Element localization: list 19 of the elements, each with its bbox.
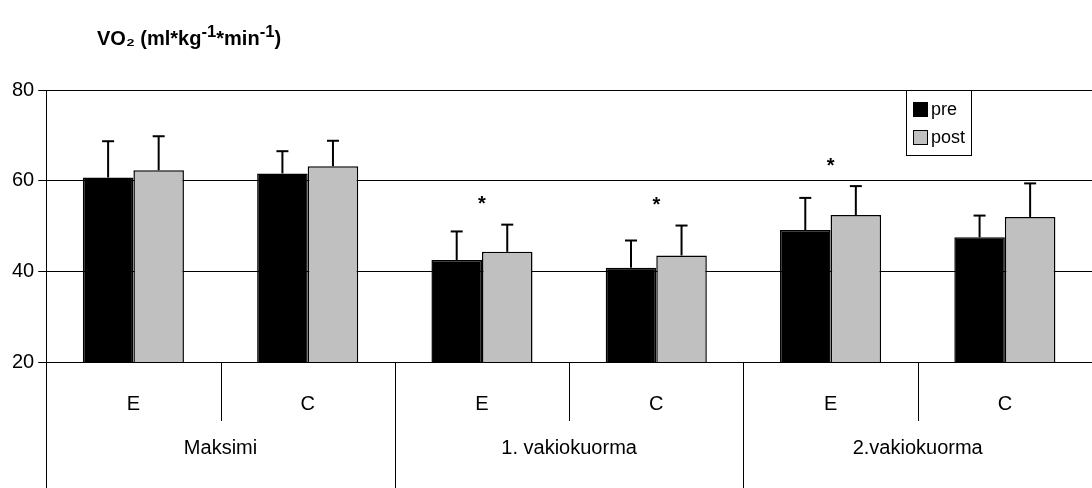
data-label: * bbox=[652, 193, 661, 216]
x-tick-label: C bbox=[997, 391, 1013, 414]
legend-label: post bbox=[931, 126, 966, 148]
text: Maksimi bbox=[183, 435, 258, 458]
legend-label: pre bbox=[931, 98, 958, 120]
x-tick-label: E bbox=[126, 391, 141, 414]
x-tick-label: E bbox=[475, 391, 489, 414]
chart-title: VO₂ (ml*kg$^{-1}$*min$^{-1}$) bbox=[97, 22, 282, 50]
text: 2.vakiokuorma bbox=[852, 435, 984, 458]
text: 1. vakiokuorma bbox=[501, 435, 638, 458]
x-tick-label: C bbox=[649, 391, 664, 414]
data-label: * bbox=[478, 192, 487, 215]
data-label: * bbox=[826, 153, 835, 176]
x-tick-label: C bbox=[300, 391, 315, 414]
y-tick-label: 60 bbox=[12, 168, 35, 191]
y-tick-label: 40 bbox=[12, 258, 35, 281]
y-tick-label: 80 bbox=[12, 77, 35, 100]
x-tick-label: E bbox=[823, 391, 838, 414]
y-tick-label: 20 bbox=[12, 349, 35, 372]
